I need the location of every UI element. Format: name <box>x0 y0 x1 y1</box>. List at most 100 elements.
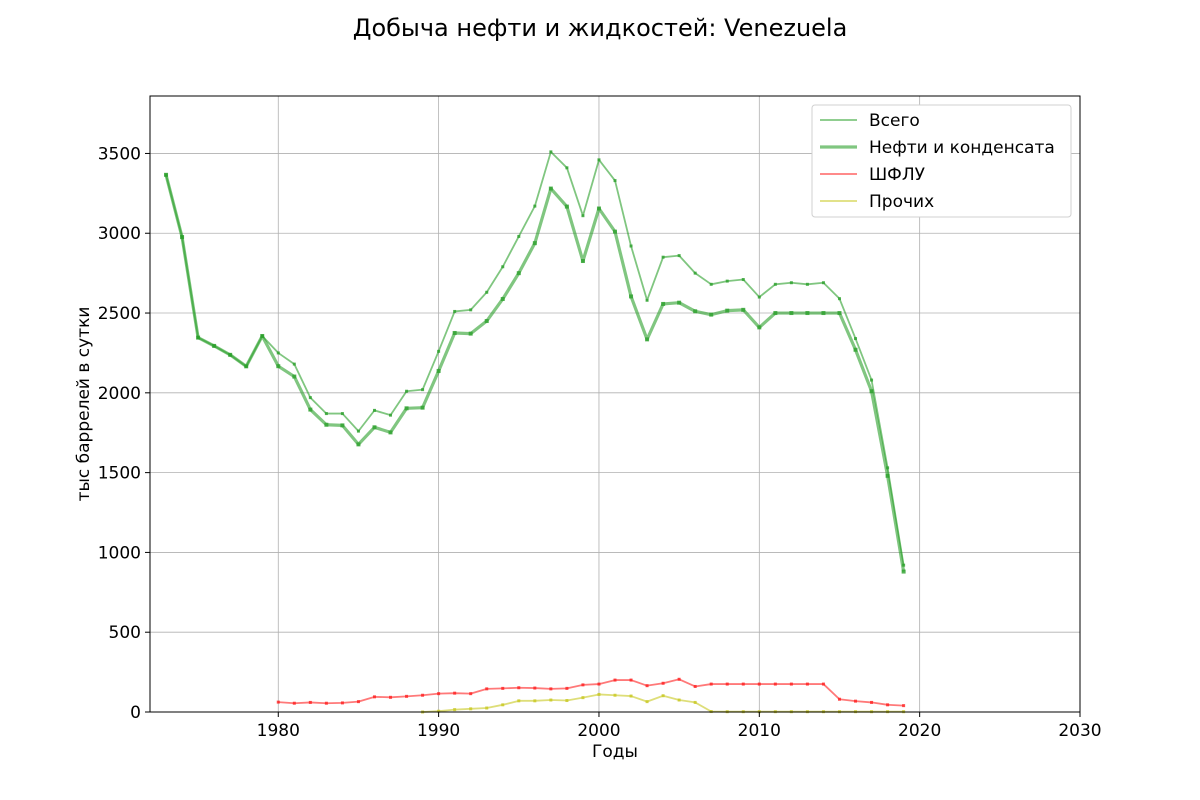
data-point <box>276 364 281 369</box>
data-point <box>661 255 665 259</box>
data-point <box>517 686 521 690</box>
x-tick-label: 2030 <box>1058 721 1101 741</box>
series-line <box>165 150 905 566</box>
data-point <box>164 172 169 177</box>
data-point <box>629 694 633 698</box>
legend-box <box>811 104 1072 218</box>
data-point <box>597 682 601 686</box>
data-point <box>308 700 312 704</box>
data-point <box>580 259 585 264</box>
data-point <box>389 413 393 417</box>
data-point <box>485 706 489 710</box>
data-point <box>356 429 360 433</box>
data-point <box>757 682 761 686</box>
data-point <box>549 687 553 691</box>
data-point <box>581 683 585 687</box>
data-point <box>885 473 890 478</box>
data-point <box>420 405 425 410</box>
data-point <box>388 430 393 435</box>
data-point <box>870 378 874 382</box>
data-point <box>565 686 569 690</box>
data-point <box>629 678 633 682</box>
data-point <box>901 569 906 574</box>
data-point <box>517 699 521 703</box>
data-point <box>837 697 841 701</box>
x-tick-label: 2000 <box>577 721 620 741</box>
data-point <box>854 337 858 341</box>
data-point <box>677 677 681 681</box>
data-point <box>709 282 713 286</box>
x-tick-label: 1990 <box>417 721 460 741</box>
data-point <box>549 150 553 154</box>
data-point <box>372 408 376 412</box>
data-point <box>533 204 537 208</box>
data-point <box>372 425 377 430</box>
data-point <box>629 244 633 248</box>
data-point <box>693 700 697 704</box>
legend: Всего Нефти и конденсата ШФЛУ Прочих <box>811 104 1072 218</box>
axes-ticks: 1980 1990 2000 2010 2020 2030 0 500 1000 1500 2000… <box>98 144 1102 741</box>
data-point <box>805 682 809 686</box>
data-point <box>773 682 777 686</box>
legend-label: Всего <box>869 111 920 131</box>
y-tick-label: 2500 <box>98 304 141 324</box>
y-tick-label: 2000 <box>98 384 141 404</box>
data-point <box>629 294 634 299</box>
data-point <box>532 241 537 246</box>
series-2 <box>164 172 906 574</box>
data-point <box>276 700 280 704</box>
series-3 <box>276 677 906 708</box>
data-point <box>565 166 569 170</box>
data-point <box>693 309 698 314</box>
data-point <box>661 681 665 685</box>
data-point <box>389 695 393 699</box>
data-point <box>886 703 890 707</box>
data-point <box>869 389 874 394</box>
data-point <box>773 311 778 316</box>
data-point <box>516 271 521 276</box>
data-point <box>837 311 842 316</box>
data-point <box>597 158 601 162</box>
data-point <box>613 693 617 697</box>
data-point <box>645 298 649 302</box>
y-tick-label: 1000 <box>98 543 141 563</box>
data-point <box>468 331 473 336</box>
data-point <box>645 684 649 688</box>
data-point <box>421 388 425 392</box>
data-point <box>421 693 425 697</box>
data-point <box>356 700 360 704</box>
data-point <box>308 407 313 412</box>
data-point <box>548 186 553 191</box>
data-point <box>549 698 553 702</box>
data-point <box>180 235 185 240</box>
data-point <box>661 694 665 698</box>
data-point <box>789 311 794 316</box>
data-point <box>613 179 617 183</box>
data-point <box>725 279 729 283</box>
series-line <box>164 174 906 572</box>
y-tick-label: 500 <box>109 623 141 643</box>
data-point <box>677 254 681 258</box>
data-point <box>485 687 489 691</box>
data-point <box>324 422 329 427</box>
data-point <box>437 692 441 696</box>
data-point <box>709 312 714 317</box>
data-point <box>677 300 682 305</box>
y-tick-label: 1500 <box>98 464 141 484</box>
x-axis-label: Годы <box>592 742 638 762</box>
data-point <box>453 309 457 313</box>
data-point <box>725 682 729 686</box>
data-point <box>453 691 457 695</box>
data-point <box>501 265 505 269</box>
data-point <box>501 686 505 690</box>
data-point <box>837 297 841 301</box>
data-point <box>292 374 297 379</box>
data-point <box>613 678 617 682</box>
data-point <box>292 362 296 366</box>
data-point <box>533 699 537 703</box>
data-point <box>773 282 777 286</box>
data-point <box>500 296 505 301</box>
data-point <box>565 699 569 703</box>
series-4 <box>421 692 906 714</box>
